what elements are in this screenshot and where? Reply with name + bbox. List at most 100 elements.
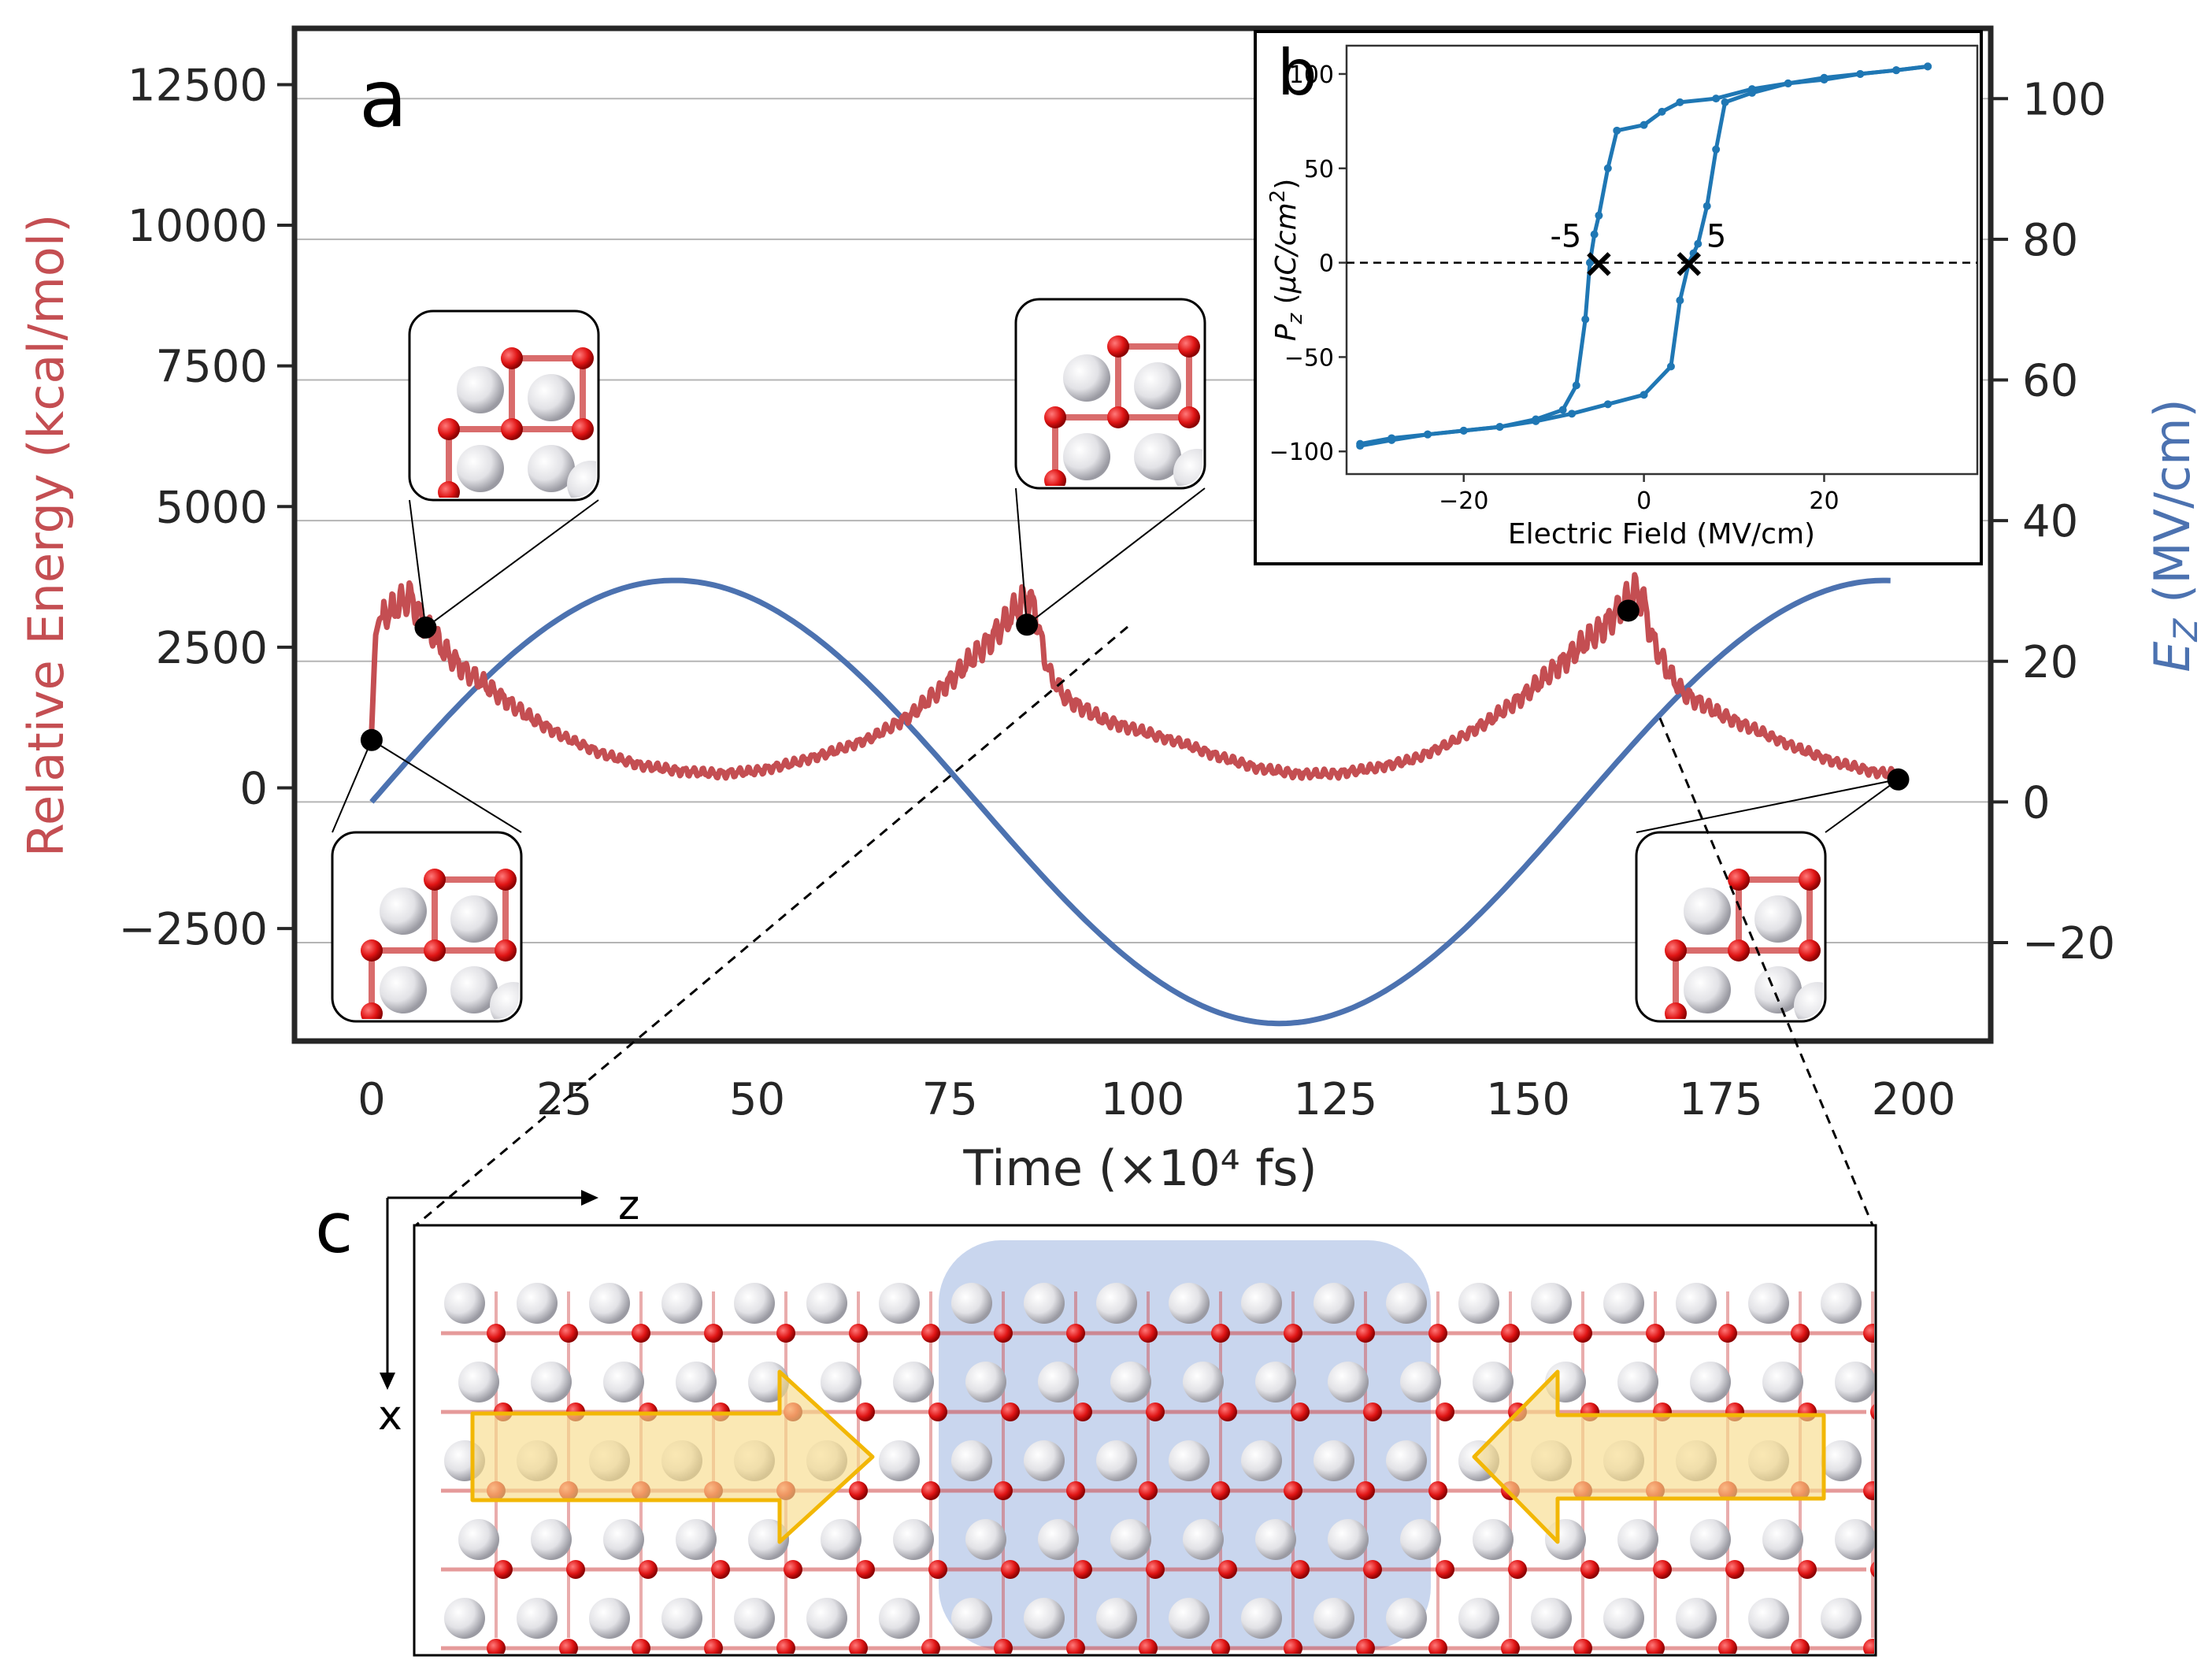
hf-atom — [1386, 1440, 1427, 1481]
panel-c-label: c — [315, 1188, 353, 1269]
hf-atom — [1134, 362, 1181, 409]
o-atom — [1284, 1639, 1302, 1654]
b-y-tick-label: −50 — [1284, 344, 1334, 372]
o-atom — [994, 1481, 1013, 1500]
hf-atom — [1024, 1598, 1065, 1639]
o-atom — [1508, 1560, 1527, 1579]
x-tick-label: 125 — [1293, 1074, 1377, 1125]
hf-atom — [531, 1362, 572, 1402]
o-atom — [849, 1324, 868, 1343]
hf-atom — [821, 1362, 861, 1402]
hysteresis-point — [1558, 406, 1567, 414]
hf-atom — [806, 1598, 847, 1639]
hysteresis-point — [1676, 296, 1684, 305]
b-y-ticks: −100 −50 0 50 100 — [1269, 61, 1347, 466]
o-atom — [1665, 1002, 1687, 1019]
hf-atom — [1110, 1519, 1151, 1560]
hf-atom — [1328, 1362, 1369, 1402]
hf-atom — [1821, 1283, 1862, 1324]
coercive-x-marker: × — [1582, 240, 1617, 287]
y-left-tick-label: −2500 — [119, 904, 268, 955]
coercive-x-marker: × — [1672, 240, 1706, 287]
o-atom — [1653, 1560, 1672, 1579]
o-atom — [1870, 1562, 1874, 1577]
y-left-tick-label: 5000 — [155, 482, 268, 533]
hf-atom — [1603, 1283, 1644, 1324]
callout-line — [1015, 487, 1028, 625]
hf-atom — [457, 366, 504, 413]
hf-atom — [1386, 1598, 1427, 1639]
hf-atom — [1762, 1362, 1803, 1402]
hysteresis-point — [1585, 258, 1594, 267]
o-atom — [921, 1481, 940, 1500]
hf-atom — [444, 1598, 485, 1639]
hf-atom — [1241, 1283, 1282, 1324]
o-atom — [361, 939, 383, 962]
panel-c: c z x — [315, 625, 1877, 1657]
o-atom — [1646, 1639, 1665, 1654]
b-x-tick-label: 20 — [1809, 487, 1839, 515]
hf-atom — [458, 1362, 499, 1402]
callout-line — [424, 499, 599, 628]
hysteresis-point — [1640, 391, 1648, 399]
hf-atom — [1038, 1362, 1079, 1402]
hf-atom — [589, 1598, 630, 1639]
o-atom — [1211, 1481, 1230, 1500]
hf-atom — [450, 966, 498, 1013]
o-atom — [1665, 939, 1687, 962]
o-atom — [1356, 1324, 1375, 1343]
o-atom — [487, 1639, 506, 1654]
o-atom — [1044, 406, 1066, 428]
x-tick-label: 175 — [1679, 1074, 1763, 1125]
x-axis-label: Time (×10⁴ fs) — [962, 1139, 1317, 1197]
hf-atom — [1676, 1598, 1717, 1639]
hf-atom — [1400, 1362, 1441, 1402]
hysteresis-series — [1356, 62, 1932, 450]
structure-snapshot — [331, 831, 523, 1023]
o-atom — [632, 1639, 650, 1654]
energy-marker — [1016, 613, 1039, 636]
y-left-ticks: −2500 0 2500 5000 7500 10000 12500 — [119, 60, 295, 955]
o-atom — [1363, 1560, 1382, 1579]
hf-atom — [1063, 433, 1110, 480]
hf-atom — [1684, 887, 1731, 935]
o-atom — [776, 1324, 795, 1343]
hysteresis-point — [1356, 442, 1365, 450]
o-atom — [1791, 1639, 1810, 1654]
o-atom — [1284, 1481, 1302, 1500]
hf-atom — [1473, 1519, 1514, 1560]
o-atom — [1580, 1560, 1599, 1579]
hysteresis-point — [1568, 409, 1577, 418]
hysteresis-point — [1532, 417, 1540, 425]
y-right-tick-label: 20 — [2022, 637, 2078, 688]
b-x-tick-label: −20 — [1439, 487, 1488, 515]
o-atom — [632, 1324, 650, 1343]
o-atom — [495, 939, 517, 962]
hysteresis-point — [1856, 69, 1865, 78]
o-atom — [1178, 335, 1200, 358]
o-atom — [1501, 1324, 1520, 1343]
hf-atom — [1241, 1440, 1282, 1481]
x-tick-label: 200 — [1872, 1074, 1956, 1125]
o-atom — [1718, 1639, 1737, 1654]
structure-snapshot — [1635, 831, 1827, 1023]
o-atom — [711, 1560, 730, 1579]
o-atom — [1001, 1402, 1020, 1421]
hf-atom — [951, 1440, 992, 1481]
o-atom — [1798, 1560, 1817, 1579]
hf-atom — [1173, 449, 1202, 486]
hf-atom — [380, 966, 427, 1013]
o-atom — [1725, 1560, 1744, 1579]
b-x-ticks: −20 0 20 — [1439, 474, 1840, 515]
y-left-tick-label: 7500 — [155, 342, 268, 393]
energy-series — [369, 572, 1901, 781]
o-atom — [928, 1560, 947, 1579]
hf-atom — [1754, 895, 1802, 943]
hf-atom — [893, 1362, 934, 1402]
hf-atom — [1313, 1598, 1354, 1639]
o-atom — [1436, 1402, 1454, 1421]
o-atom — [1073, 1402, 1092, 1421]
y-right-tick-label: −20 — [2022, 918, 2115, 969]
hysteresis-point — [1595, 211, 1603, 220]
o-atom — [1799, 869, 1821, 891]
